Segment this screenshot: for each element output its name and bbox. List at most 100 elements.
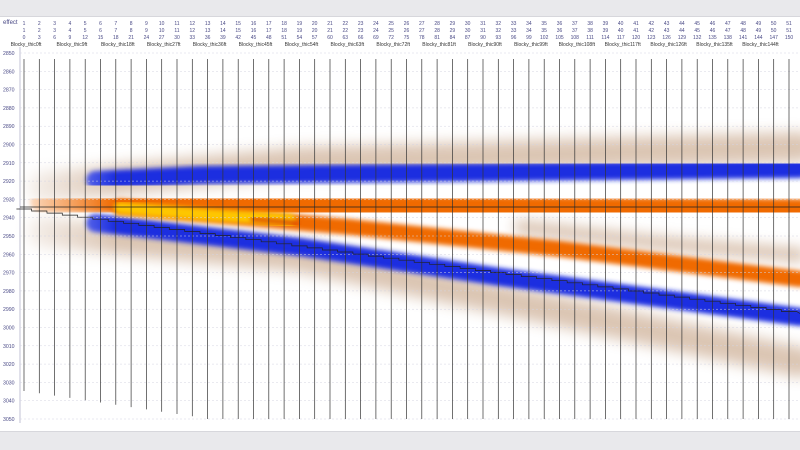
trace-header-row3: 87	[465, 35, 471, 41]
trace-header-row3: 114	[601, 35, 609, 41]
seismic-section-panel: effect 2850 2860 2870 2880 2890 2900 2910 2920 2…	[0, 16, 800, 432]
trace-name-label: Blocky_thic117ft	[605, 42, 642, 48]
trace-name-label: Blocky_thic90ft	[468, 42, 502, 48]
trace-header-row2: 18	[281, 28, 287, 34]
trace-header-row2: 11	[174, 28, 179, 34]
trace-header-row1: 22	[343, 21, 349, 27]
trace-header-row2: 47	[725, 28, 731, 34]
wedge-base-boundary	[16, 208, 800, 314]
trace-header-row2: 14	[220, 28, 226, 34]
trace-name-label: Blocky_thic9ft	[56, 42, 87, 48]
trace-header-row1: 50	[771, 21, 777, 27]
trace-header-row1: 43	[664, 21, 670, 27]
depth-tick-label: 2970	[3, 271, 15, 277]
trace-header-row2: 4	[69, 28, 72, 34]
trace-header-row3: 99	[526, 35, 532, 41]
trace-header-row2: 45	[694, 28, 700, 34]
depth-tick-label: 2880	[3, 106, 15, 112]
trace-header-row2: 3	[53, 28, 56, 34]
trace-header-row2: 21	[327, 28, 333, 34]
trace-header-row1: 17	[266, 21, 272, 27]
trace-header-row3: 126	[662, 35, 671, 41]
trace-header-row3: 15	[98, 35, 104, 41]
depth-tick-label: 3050	[3, 417, 15, 423]
trace-header-row2: 40	[618, 28, 624, 34]
depth-tick-label: 2980	[3, 289, 15, 295]
trace-header-row2: 33	[511, 28, 517, 34]
trace-header-row1: 6	[99, 21, 102, 27]
trace-header-row1: 1	[23, 21, 26, 27]
trace-header-row1: 19	[297, 21, 303, 27]
trace-header-row1: 39	[603, 21, 609, 27]
trace-header-row3: 27	[159, 35, 165, 41]
wedge-model-plot[interactable]: 2850286028702880289029002910292029302940…	[0, 17, 800, 431]
trace-header-row3: 39	[220, 35, 226, 41]
trace-header-row3: 108	[571, 35, 580, 41]
trace-header-row3: 129	[678, 35, 687, 41]
trace-header-row1: 14	[220, 21, 226, 27]
trace-header-row1: 36	[557, 21, 563, 27]
trace-header-row1: 13	[205, 21, 211, 27]
depth-tick-label: 2920	[3, 179, 15, 185]
trace-header-row1: 8	[130, 21, 133, 27]
trace-header-row3: 123	[647, 35, 656, 41]
trace-name-label: Blocky_thic99ft	[514, 42, 548, 48]
trace-header-row1: 46	[710, 21, 716, 27]
depth-tick-label: 2960	[3, 252, 15, 258]
trace-header-row1: 40	[618, 21, 624, 27]
red-tuning-highlight	[250, 217, 298, 225]
trace-header-row3: 72	[388, 35, 394, 41]
trace-header-row2: 34	[526, 28, 532, 34]
trace-header-row2: 41	[633, 28, 639, 34]
trace-header-row2: 51	[786, 28, 792, 34]
trace-header-row2: 26	[404, 28, 410, 34]
trace-name-label: Blocky_thic45ft	[239, 42, 273, 48]
seismic-amplitude-layer	[0, 17, 800, 431]
trace-header-row1: 30	[465, 21, 471, 27]
trace-header-row2: 36	[557, 28, 563, 34]
trace-header-row3: 66	[358, 35, 364, 41]
trace-header-row2: 10	[159, 28, 165, 34]
trace-header-row2: 17	[266, 28, 272, 34]
trace-name-label: Blocky_thic81ft	[422, 42, 456, 48]
trace-header-row2: 19	[297, 28, 303, 34]
trace-header-row1: 49	[756, 21, 762, 27]
trace-lines	[23, 59, 790, 419]
trace-name-label: Blocky_thic27ft	[147, 42, 181, 48]
trace-header-row2: 48	[740, 28, 746, 34]
trace-header-row3: 21	[128, 35, 134, 41]
trace-header-row1: 48	[740, 21, 746, 27]
trace-header-row3: 0	[23, 35, 26, 41]
trace-header-row3: 150	[785, 35, 794, 41]
trace-header-row1: 11	[174, 21, 179, 27]
trace-name-label: Blocky_thic18ft	[101, 42, 135, 48]
trace-header-row2: 30	[465, 28, 471, 34]
trace-header-row2: 1	[23, 28, 26, 34]
wedge-outline	[16, 206, 800, 314]
trace-header-row1: 38	[587, 21, 593, 27]
trace-name-label: Blocky_thic63ft	[330, 42, 364, 48]
depth-tick-label: 2910	[3, 161, 15, 167]
trace-header-row3: 81	[434, 35, 440, 41]
trace-header-row1: 4	[69, 21, 72, 27]
trace-header-row2: 42	[649, 28, 655, 34]
trace-header-row1: 20	[312, 21, 318, 27]
depth-tick-label: 2930	[3, 197, 15, 203]
trace-header-row3: 90	[480, 35, 486, 41]
trace-header-row2: 50	[771, 28, 777, 34]
trace-header-row1: 27	[419, 21, 425, 27]
trace-name-label: Blocky_thic54ft	[285, 42, 319, 48]
depth-tick-label: 3020	[3, 362, 15, 368]
trace-header-row2: 5	[84, 28, 87, 34]
trace-header-row3: 54	[297, 35, 303, 41]
trace-header-row2: 25	[388, 28, 394, 34]
trace-header-row3: 63	[343, 35, 349, 41]
depth-tick-label: 2860	[3, 69, 15, 75]
trace-header-row3: 9	[69, 35, 72, 41]
trace-header-row1: 2	[38, 21, 41, 27]
trace-header-row3: 12	[82, 35, 88, 41]
trace-header-row2: 8	[130, 28, 133, 34]
trace-header-row3: 144	[754, 35, 763, 41]
trace-header-row3: 60	[327, 35, 333, 41]
trace-header-row3: 75	[404, 35, 410, 41]
